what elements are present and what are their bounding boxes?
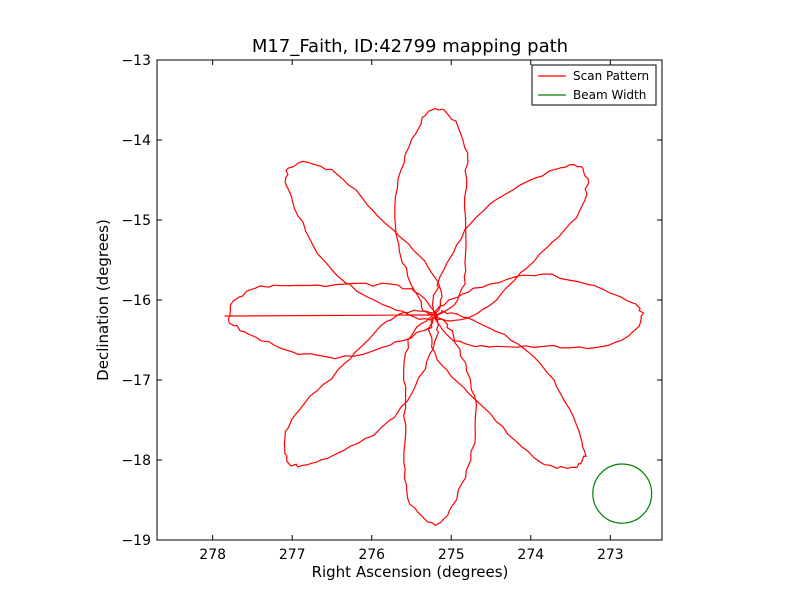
y-axis-label: Declination (degrees) — [94, 219, 112, 381]
y-axis: −13 −14 −15 −16 −17 −18 −19 — [121, 53, 662, 549]
legend-label-beam-width: Beam Width — [573, 88, 646, 102]
x-axis: 278 277 276 275 274 273 — [199, 60, 624, 563]
y-tick-label: −16 — [121, 293, 151, 309]
legend-box — [531, 64, 657, 106]
y-tick-label: −13 — [121, 53, 151, 69]
x-tick-label: 278 — [199, 547, 226, 563]
x-tick-label: 273 — [597, 547, 624, 563]
legend: Scan Pattern Beam Width — [531, 64, 657, 106]
y-tick-label: −18 — [121, 453, 151, 469]
scan-pattern-line — [224, 107, 644, 527]
x-tick-label: 276 — [358, 547, 385, 563]
y-tick-label: −19 — [121, 533, 151, 549]
plot-frame — [156, 59, 663, 541]
x-tick-label: 275 — [438, 547, 465, 563]
chart-title: M17_Faith, ID:42799 mapping path — [252, 36, 568, 57]
plot-area — [224, 107, 653, 527]
x-tick-label: 277 — [279, 547, 306, 563]
x-tick-label: 274 — [517, 547, 544, 563]
beam-width-circle — [592, 463, 653, 524]
legend-label-scan-pattern: Scan Pattern — [573, 69, 649, 83]
x-axis-label: Right Ascension (degrees) — [312, 563, 509, 581]
y-tick-label: −14 — [121, 133, 151, 149]
y-tick-label: −17 — [121, 373, 151, 389]
y-tick-label: −15 — [121, 213, 151, 229]
